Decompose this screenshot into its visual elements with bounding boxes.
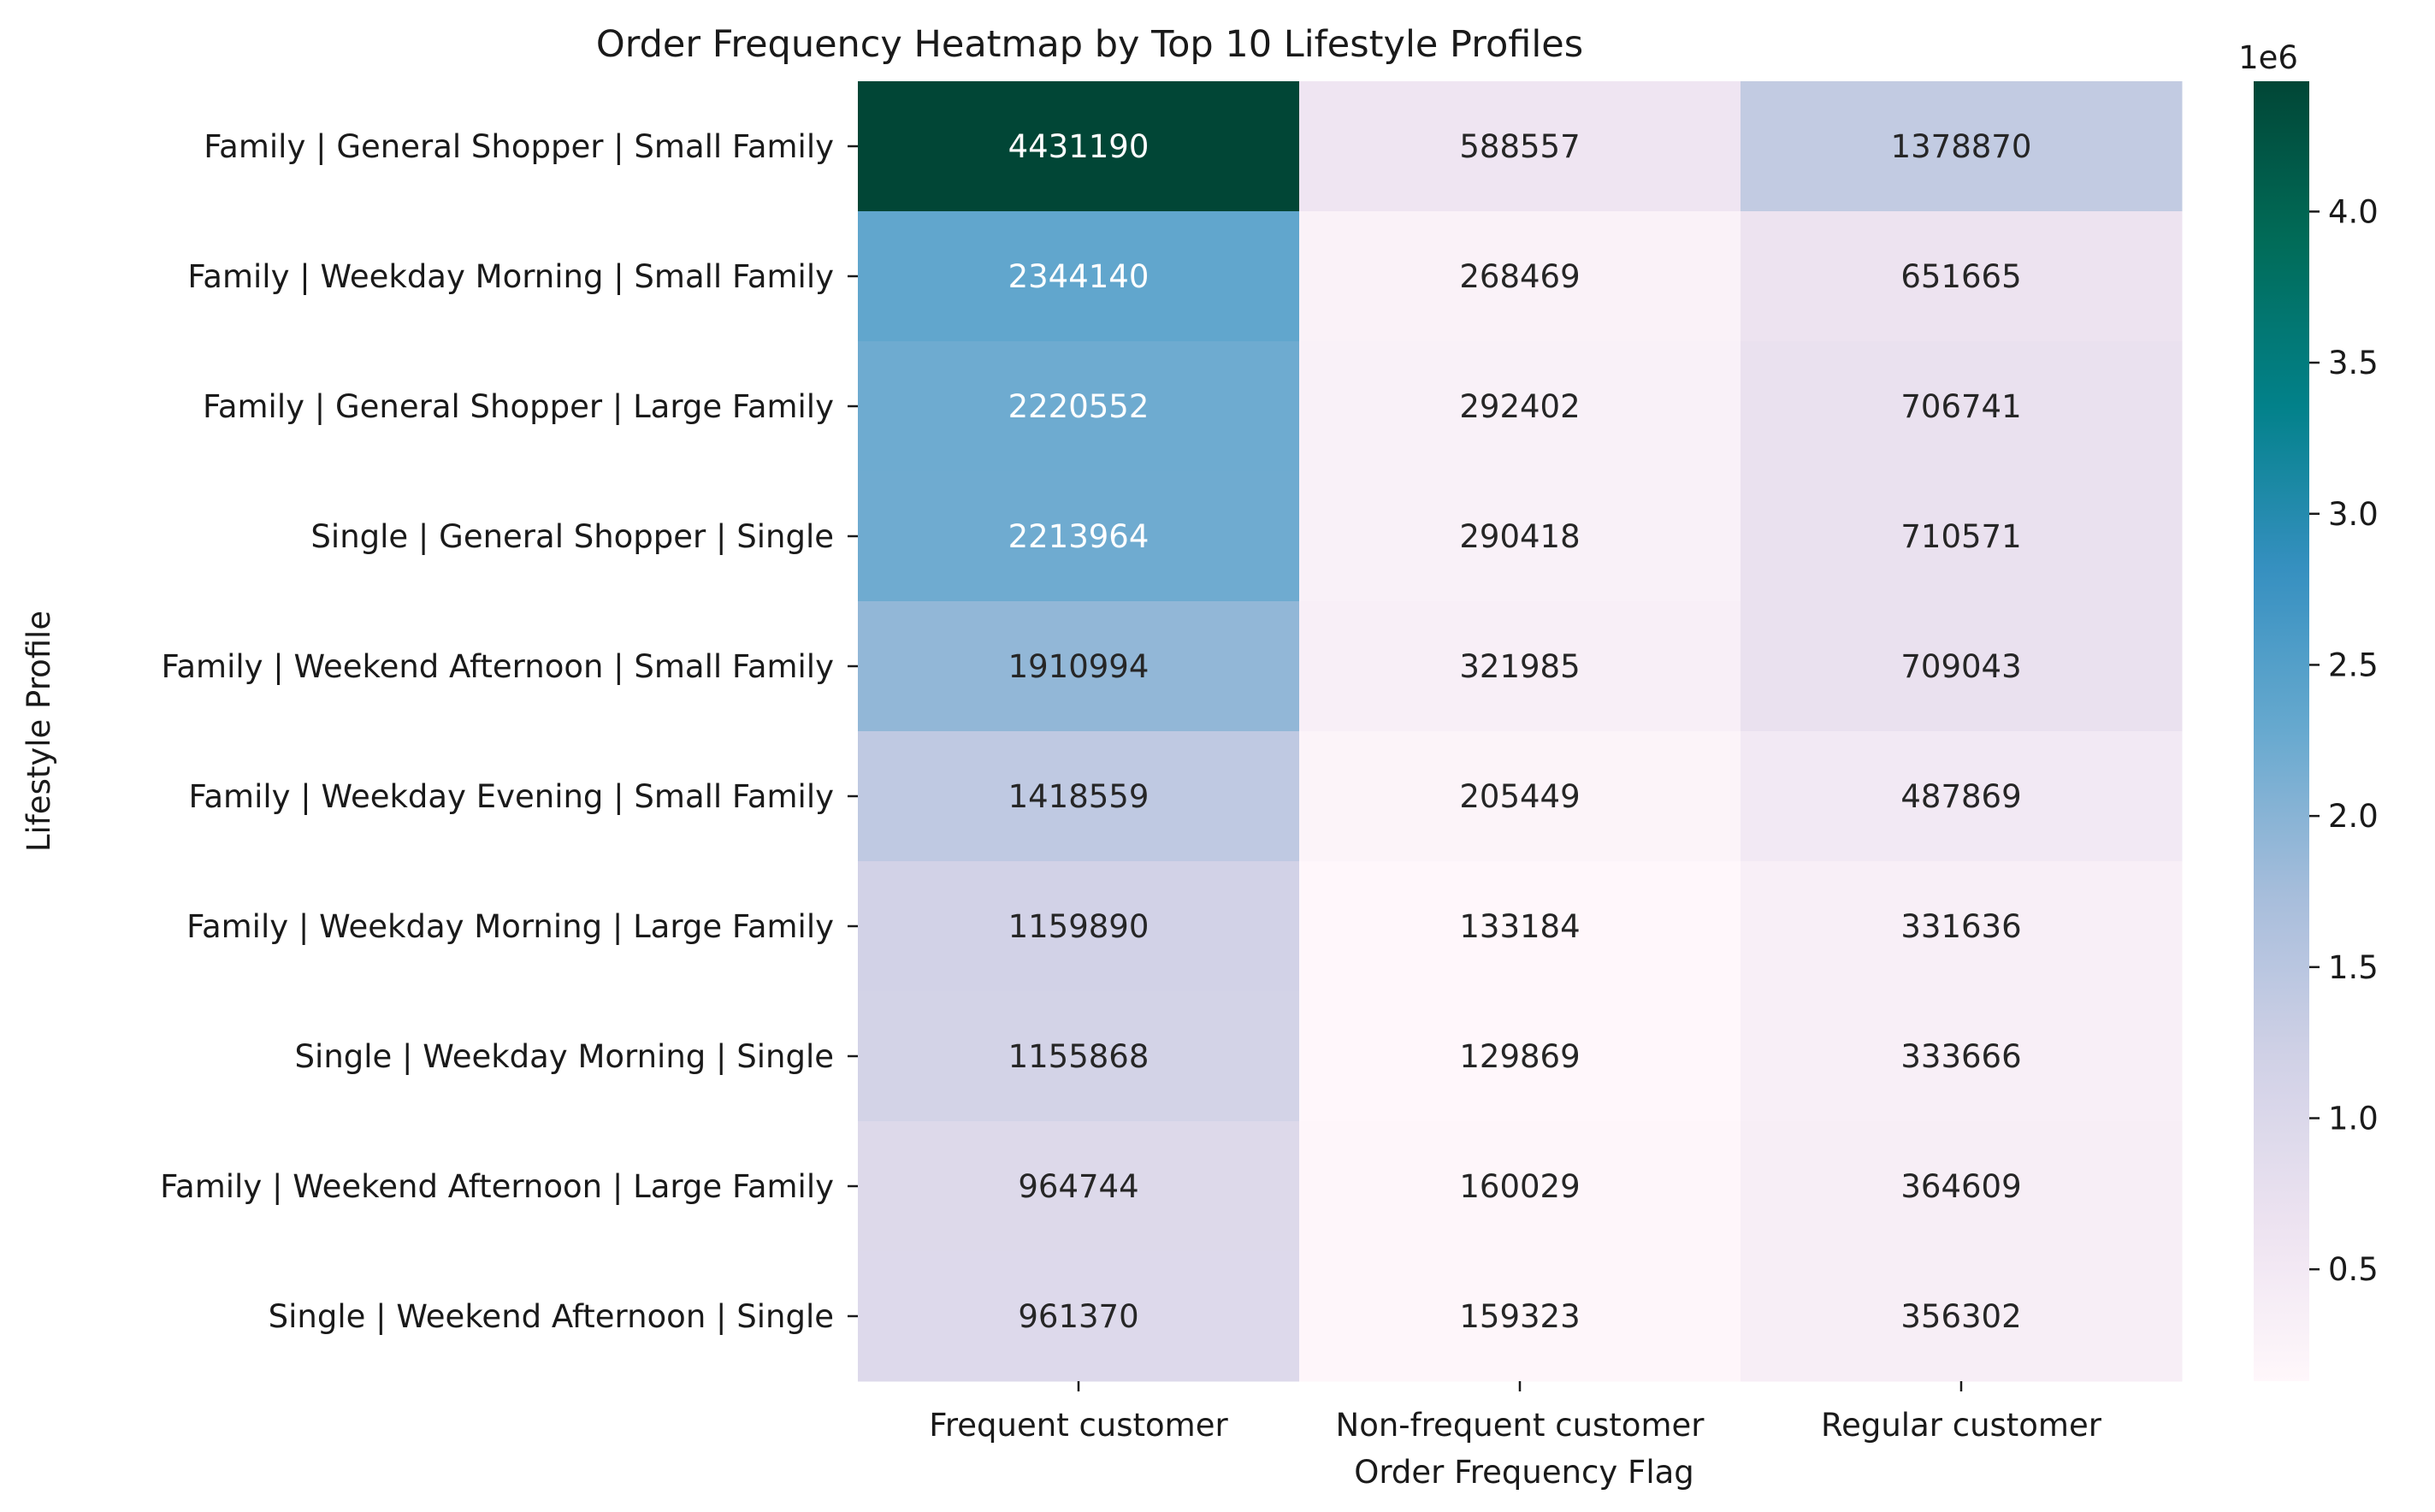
x-axis-ticks: Frequent customer Non-frequent customer Re… (929, 1381, 2102, 1444)
cell-value-label: 2220552 (1008, 388, 1150, 425)
y-axis-label: Lifestyle Profile (21, 611, 57, 852)
cell-value-label: 321985 (1459, 648, 1580, 685)
y-tick-label: Family | Weekday Morning | Large Family (186, 908, 834, 945)
colorbar-tick-label: 2.0 (2328, 798, 2379, 835)
x-axis-label: Order Frequency Flag (1354, 1454, 1694, 1491)
colorbar-tick-label: 1.0 (2328, 1101, 2379, 1137)
heatmap-cells (858, 81, 2183, 1382)
colorbar-gradient (2254, 81, 2309, 1381)
cell-value-label: 710571 (1900, 518, 2021, 555)
heatmap-cell (858, 341, 1300, 472)
heatmap-cell (1299, 471, 1741, 602)
cell-value-label: 1159890 (1008, 908, 1150, 945)
cell-value-label: 2344140 (1008, 258, 1150, 295)
cell-value-label: 356302 (1900, 1298, 2021, 1335)
heatmap-cell (1741, 211, 2183, 342)
y-tick-label: Family | General Shopper | Large Family (203, 388, 834, 425)
y-tick-label: Single | Weekend Afternoon | Single (269, 1298, 834, 1335)
heatmap-cell (1299, 1251, 1741, 1382)
heatmap-cell (1299, 601, 1741, 732)
cell-value-label: 364609 (1900, 1168, 2021, 1205)
cell-value-label: 160029 (1459, 1168, 1580, 1205)
heatmap-cell (1741, 471, 2183, 602)
heatmap-cell (1741, 601, 2183, 732)
colorbar-tick-label: 0.5 (2328, 1251, 2379, 1288)
heatmap-cell (1299, 1121, 1741, 1252)
x-tick-label: Regular customer (1821, 1407, 2102, 1444)
heatmap-cell (858, 211, 1300, 342)
colorbar-scale-label: 1e6 (2238, 39, 2298, 76)
heatmap-cell (1741, 341, 2183, 472)
y-tick-label: Single | General Shopper | Single (310, 518, 834, 555)
heatmap-cell (1741, 731, 2183, 862)
cell-value-label: 292402 (1459, 388, 1580, 425)
cell-value-label: 333666 (1900, 1038, 2021, 1075)
colorbar-tick-label: 1.5 (2328, 949, 2379, 986)
chart-title: Order Frequency Heatmap by Top 10 Lifest… (596, 23, 1583, 66)
cell-value-label: 133184 (1459, 908, 1580, 945)
heatmap-cell (1741, 991, 2183, 1122)
cell-value-label: 205449 (1459, 778, 1580, 815)
cell-value-label: 651665 (1900, 258, 2021, 295)
cell-value-label: 4431190 (1008, 128, 1150, 165)
heatmap-cell (858, 81, 1300, 212)
heatmap-cell (1741, 1251, 2183, 1382)
heatmap-cell (858, 471, 1300, 602)
y-tick-label: Family | General Shopper | Small Family (204, 128, 834, 165)
colorbar-tick-label: 2.5 (2328, 647, 2379, 683)
cell-value-label: 961370 (1018, 1298, 1138, 1335)
heatmap-cell (858, 861, 1300, 992)
y-tick-label: Family | Weekend Afternoon | Large Famil… (160, 1168, 834, 1205)
y-tick-label: Single | Weekday Morning | Single (295, 1038, 834, 1075)
cell-value-label: 487869 (1900, 778, 2021, 815)
heatmap-cell (1299, 211, 1741, 342)
cell-value-label: 268469 (1459, 258, 1580, 295)
cell-value-label: 290418 (1459, 518, 1580, 555)
heatmap-cell (858, 991, 1300, 1122)
cell-value-label: 1910994 (1008, 648, 1150, 685)
colorbar-tick-label: 4.0 (2328, 193, 2379, 230)
cell-value-label: 709043 (1900, 648, 2021, 685)
heatmap-cell (1299, 81, 1741, 212)
x-tick-label: Frequent customer (929, 1407, 1228, 1444)
heatmap-cell (1299, 861, 1741, 992)
y-tick-label: Family | Weekend Afternoon | Small Famil… (161, 648, 834, 685)
heatmap-cell (1741, 81, 2183, 212)
heatmap-cell (858, 1121, 1300, 1252)
cell-value-label: 129869 (1459, 1038, 1580, 1075)
heatmap-cell-labels: 4431190 588557 1378870 2344140 268469 651665 2… (1008, 128, 2032, 1335)
cell-value-label: 331636 (1900, 908, 2021, 945)
cell-value-label: 706741 (1900, 388, 2021, 425)
heatmap-cell (858, 1251, 1300, 1382)
cell-value-label: 1418559 (1008, 778, 1150, 815)
colorbar: 1e6 0.5 1.0 1.5 2.0 2.5 3.0 3.5 4.0 (2238, 39, 2379, 1381)
heatmap-cell (1741, 861, 2183, 992)
y-tick-label: Family | Weekday Morning | Small Family (187, 258, 834, 295)
colorbar-tick-label: 3.5 (2328, 345, 2379, 381)
heatmap-cell (858, 601, 1300, 732)
cell-value-label: 2213964 (1008, 518, 1150, 555)
heatmap-cell (1299, 731, 1741, 862)
heatmap-cell (1299, 341, 1741, 472)
cell-value-label: 159323 (1459, 1298, 1580, 1335)
y-axis-ticks: Family | General Shopper | Small Family F… (160, 128, 858, 1335)
y-tick-label: Family | Weekday Evening | Small Family (188, 778, 834, 815)
cell-value-label: 588557 (1459, 128, 1580, 165)
colorbar-ticks: 0.5 1.0 1.5 2.0 2.5 3.0 3.5 4.0 (2309, 193, 2379, 1288)
heatmap-cell (858, 731, 1300, 862)
cell-value-label: 1378870 (1891, 128, 2032, 165)
x-tick-label: Non-frequent customer (1336, 1407, 1705, 1444)
heatmap-cell (1741, 1121, 2183, 1252)
cell-value-label: 1155868 (1008, 1038, 1150, 1075)
cell-value-label: 964744 (1018, 1168, 1138, 1205)
heatmap-cell (1299, 991, 1741, 1122)
colorbar-tick-label: 3.0 (2328, 496, 2379, 533)
